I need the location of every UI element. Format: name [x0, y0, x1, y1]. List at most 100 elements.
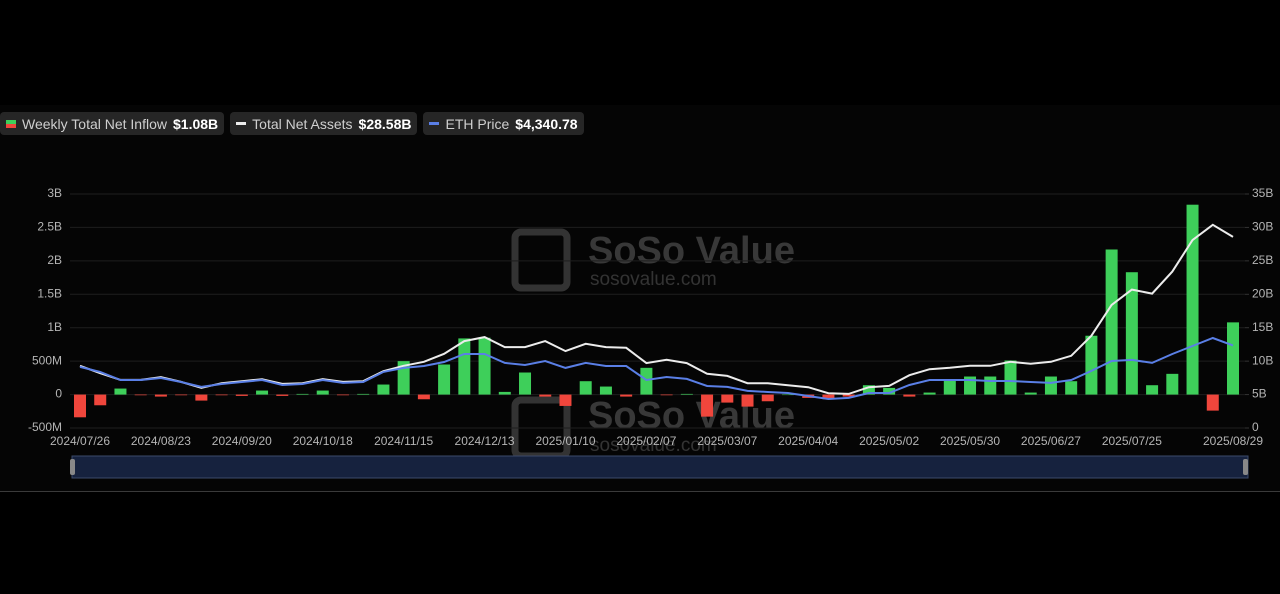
bar [316, 390, 329, 395]
y-tick-label: -500M [28, 420, 62, 434]
watermark-text: SoSo Value [588, 395, 795, 437]
x-tick-label: 2025/01/10 [535, 434, 595, 448]
bar [114, 388, 127, 395]
bar [539, 394, 552, 397]
y2-tick-label: 10B [1252, 353, 1273, 367]
bar [883, 387, 896, 395]
x-tick-label: 2025/04/04 [778, 434, 838, 448]
bar [761, 394, 774, 402]
bar [357, 393, 370, 395]
y-tick-label: 500M [32, 353, 62, 367]
x-tick-label: 2024/09/20 [212, 434, 272, 448]
bar [680, 393, 693, 395]
legend-value: $1.08B [173, 115, 219, 132]
bar [276, 394, 289, 396]
x-tick-label: 2025/08/29 [1203, 434, 1263, 448]
legend: Weekly Total Net Inflow $1.08B Total Net A… [0, 112, 584, 135]
bar [377, 384, 390, 395]
legend-icon [6, 119, 16, 128]
bar [1227, 322, 1239, 395]
bar [903, 394, 916, 397]
navigator-handle[interactable] [70, 459, 75, 475]
bar [599, 386, 612, 395]
x-tick-label: 2025/05/30 [940, 434, 1000, 448]
bar [94, 394, 107, 406]
legend-icon [236, 122, 247, 125]
bar [195, 394, 208, 401]
bar [1186, 204, 1199, 395]
x-tick-label: 2025/07/25 [1102, 434, 1162, 448]
y2-tick-label: 25B [1252, 253, 1273, 267]
bar [498, 391, 511, 395]
bar [235, 394, 248, 396]
bar [984, 376, 997, 395]
y2-tick-label: 20B [1252, 286, 1273, 300]
bar [781, 394, 794, 396]
bar [519, 372, 532, 395]
bar [701, 394, 714, 417]
x-tick-label: 2025/02/07 [616, 434, 676, 448]
legend-value: $28.58B [358, 115, 412, 132]
x-tick-label: 2024/07/26 [50, 434, 110, 448]
bar [862, 385, 875, 395]
legend-icon [429, 122, 440, 125]
watermark-logo [511, 228, 571, 292]
legend-item[interactable]: ETH Price $4,340.78 [423, 112, 584, 135]
y2-tick-label: 15B [1252, 320, 1273, 334]
x-tick-label: 2024/12/13 [455, 434, 515, 448]
y-tick-label: 1.5B [37, 286, 62, 300]
bar [1085, 335, 1098, 395]
y-tick-label: 3B [47, 186, 62, 200]
bar [154, 394, 167, 397]
bar [620, 394, 633, 397]
y-tick-label: 0 [55, 387, 62, 401]
bar [579, 381, 592, 395]
bar [215, 394, 228, 396]
watermark-text: SoSo Value [588, 230, 795, 272]
bar [1105, 249, 1118, 395]
x-tick-label: 2024/08/23 [131, 434, 191, 448]
bar [1206, 394, 1219, 411]
bar [1004, 360, 1017, 395]
bar [721, 394, 734, 403]
bar [559, 394, 572, 406]
navigator-handle[interactable] [1243, 459, 1248, 475]
bar [134, 394, 147, 396]
bar [1166, 373, 1179, 395]
watermark: SoSo Value sosovalue.com SoSo Value soso… [511, 228, 795, 460]
legend-label: Weekly Total Net Inflow [22, 115, 167, 132]
x-tick-label: 2024/10/18 [293, 434, 353, 448]
legend-value: $4,340.78 [515, 115, 578, 132]
navigator[interactable] [71, 455, 1249, 479]
bar [458, 338, 471, 395]
x-tick-label: 2024/11/15 [374, 434, 433, 448]
bar [741, 394, 754, 407]
legend-item[interactable]: Weekly Total Net Inflow $1.08B [0, 112, 225, 135]
bar [175, 394, 188, 396]
bar [943, 379, 956, 395]
y2-tick-label: 35B [1252, 186, 1273, 200]
bar [256, 390, 269, 395]
bar [296, 393, 309, 395]
bar [336, 394, 349, 396]
bar [1125, 272, 1138, 395]
watermark-url: sosovalue.com [590, 269, 717, 290]
bar [822, 394, 835, 400]
bar [417, 394, 430, 400]
y2-tick-label: 30B [1252, 220, 1273, 234]
bar [478, 337, 491, 395]
x-tick-label: 2025/06/27 [1021, 434, 1081, 448]
bar [923, 392, 936, 395]
legend-item[interactable]: Total Net Assets $28.58B [230, 112, 418, 135]
y2-tick-label: 5B [1252, 387, 1267, 401]
bar [1024, 392, 1037, 395]
bar [660, 394, 673, 396]
y-tick-label: 2.5B [37, 220, 62, 234]
watermark-url: sosovalue.com [590, 435, 717, 456]
legend-label: ETH Price [445, 115, 510, 132]
y-tick-label: 2B [47, 253, 62, 267]
legend-label: Total Net Assets [252, 115, 353, 132]
x-tick-label: 2025/03/07 [697, 434, 757, 448]
